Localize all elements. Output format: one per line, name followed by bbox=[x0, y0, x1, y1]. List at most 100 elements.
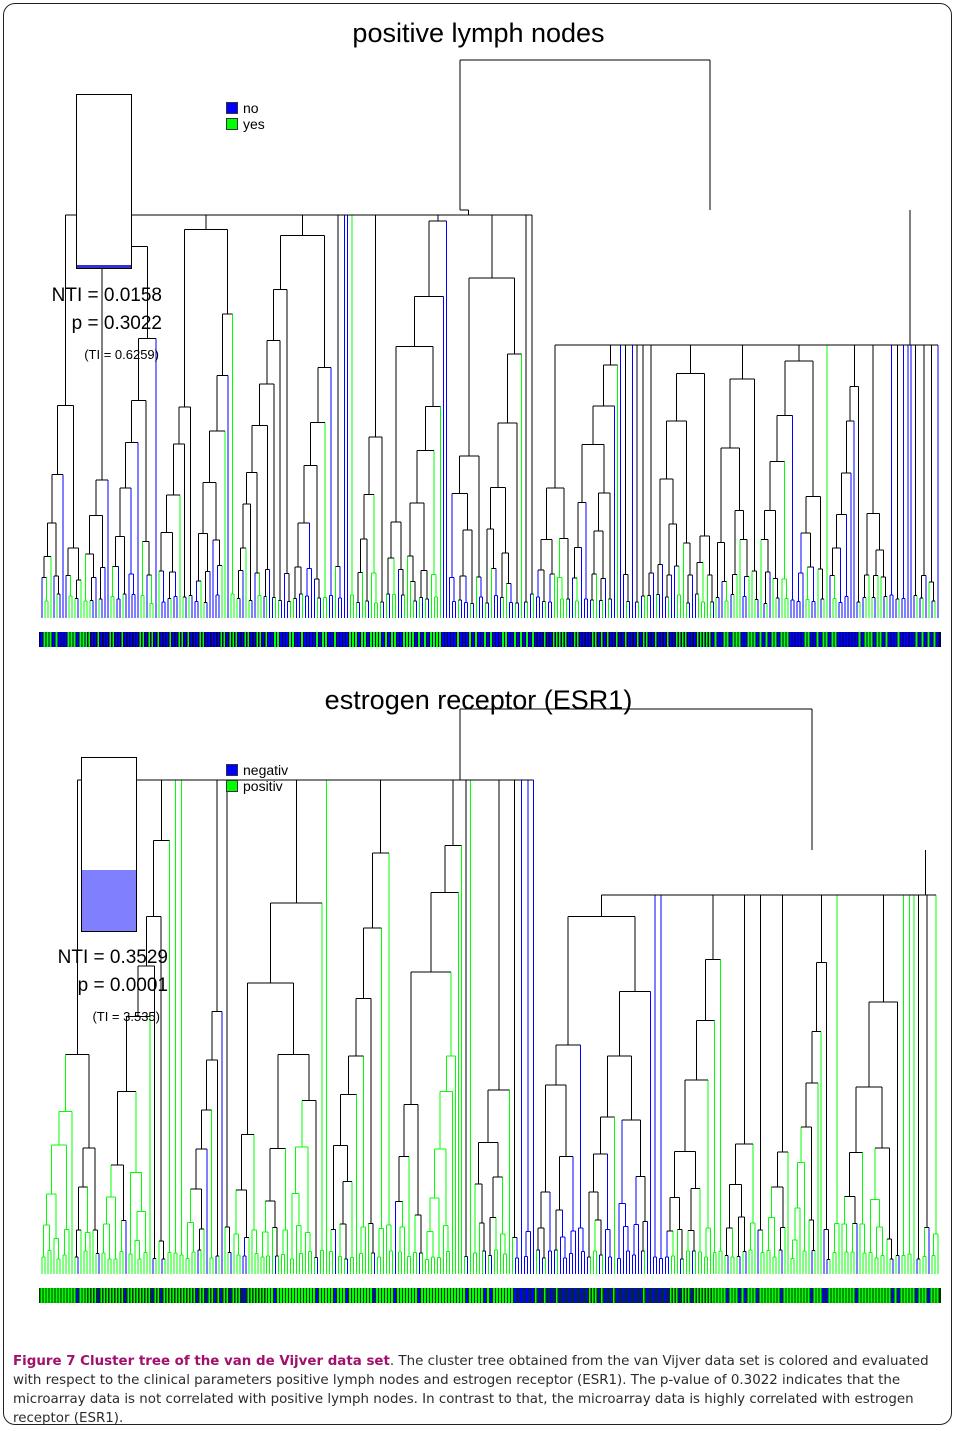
class-strip-cell bbox=[834, 1288, 837, 1303]
class-strip-cell bbox=[118, 632, 121, 647]
class-strip-cell bbox=[741, 1288, 744, 1303]
class-strip-cell bbox=[415, 632, 417, 647]
class-strip-cell bbox=[67, 1288, 70, 1303]
class-strip-cell bbox=[160, 1288, 163, 1303]
class-strip-cell bbox=[373, 632, 375, 647]
class-strip-cell bbox=[540, 632, 543, 647]
nti-bar-fill bbox=[82, 869, 136, 931]
class-strip-cell bbox=[214, 1288, 217, 1303]
class-strip-cell bbox=[780, 1288, 783, 1303]
class-strip-cell bbox=[867, 1288, 870, 1303]
class-strip-cell bbox=[861, 632, 864, 647]
class-strip-cell bbox=[813, 632, 816, 647]
class-strip-cell bbox=[882, 1288, 885, 1303]
class-strip-cell bbox=[900, 632, 903, 647]
class-strip-cell bbox=[445, 1288, 447, 1303]
class-strip-cell bbox=[936, 632, 939, 647]
class-strip-cell bbox=[825, 1288, 828, 1303]
class-strip-cell bbox=[510, 632, 513, 647]
class-strip-cell bbox=[723, 1288, 726, 1303]
class-strip-cell bbox=[828, 632, 831, 647]
class-strip-cell bbox=[645, 632, 648, 647]
class-strip-cell bbox=[741, 632, 744, 647]
class-strip-cell bbox=[636, 1288, 639, 1303]
class-strip-cell bbox=[714, 1288, 717, 1303]
class-strip-cell bbox=[163, 632, 166, 647]
legend-label: no bbox=[243, 100, 259, 116]
class-strip-cell bbox=[274, 1288, 277, 1303]
panel-estrogen-receptor: estrogen receptor (ESR1) negativ positiv… bbox=[0, 685, 957, 1350]
caption-lead: Figure 7 Cluster tree of the van de Vijv… bbox=[13, 1354, 390, 1369]
class-strip-cell bbox=[861, 1288, 864, 1303]
class-strip-cell bbox=[112, 632, 115, 647]
legend: negativ positiv bbox=[226, 762, 288, 794]
class-strip-cell bbox=[226, 1288, 229, 1303]
class-strip-cell bbox=[61, 632, 64, 647]
class-strip-cell bbox=[73, 1288, 76, 1303]
class-strip-cell bbox=[439, 632, 441, 647]
class-strip-cell bbox=[903, 632, 906, 647]
class-strip-cell bbox=[807, 1288, 810, 1303]
class-strip-cell bbox=[433, 1288, 435, 1303]
class-strip-cell bbox=[40, 1288, 43, 1303]
class-strip-cell bbox=[663, 1288, 666, 1303]
class-strip-cell bbox=[142, 632, 145, 647]
class-strip-cell bbox=[412, 632, 414, 647]
class-strip-cell bbox=[693, 632, 696, 647]
stats-block: NTI = 0.0158 p = 0.3022 (TI = 0.6259) bbox=[40, 282, 162, 368]
class-strip-cell bbox=[888, 632, 891, 647]
nti-bar bbox=[81, 757, 137, 932]
class-strip-cell bbox=[181, 1288, 184, 1303]
class-strip-cell bbox=[897, 1288, 900, 1303]
class-strip-cell bbox=[202, 632, 205, 647]
class-strip-cell bbox=[214, 632, 217, 647]
class-strip-cell bbox=[208, 632, 211, 647]
class-strip-cell bbox=[454, 1288, 456, 1303]
class-strip-cell bbox=[262, 632, 265, 647]
class-strip-cell bbox=[367, 1288, 369, 1303]
class-strip-cell bbox=[681, 632, 684, 647]
class-strip-cell bbox=[319, 1288, 321, 1303]
class-strip-cell bbox=[684, 1288, 687, 1303]
class-strip-cell bbox=[232, 1288, 235, 1303]
class-strip-cell bbox=[217, 632, 220, 647]
class-strip-cell bbox=[621, 632, 624, 647]
class-strip-cell bbox=[175, 1288, 178, 1303]
class-strip-cell bbox=[870, 1288, 873, 1303]
ti-value: (TI = 0.6259) bbox=[84, 347, 159, 362]
class-strip-cell bbox=[513, 1288, 516, 1303]
class-strip-cell bbox=[85, 632, 88, 647]
class-strip-cell bbox=[64, 632, 67, 647]
class-strip-cell bbox=[822, 1288, 825, 1303]
class-strip-cell bbox=[612, 1288, 615, 1303]
class-strip-cell bbox=[789, 632, 792, 647]
class-strip-cell bbox=[906, 632, 909, 647]
class-strip-cell bbox=[139, 1288, 142, 1303]
class-strip-cell bbox=[469, 632, 471, 647]
panel-title: estrogen receptor (ESR1) bbox=[324, 685, 633, 715]
class-strip-cell bbox=[600, 632, 603, 647]
class-strip-cell bbox=[229, 632, 232, 647]
class-strip-cell bbox=[148, 632, 151, 647]
class-strip-cell bbox=[597, 632, 600, 647]
class-strip-cell bbox=[498, 632, 501, 647]
class-strip-cell bbox=[325, 632, 327, 647]
class-strip-cell bbox=[280, 1288, 283, 1303]
class-strip-cell bbox=[663, 632, 666, 647]
class-strip-cell bbox=[537, 1288, 540, 1303]
class-strip-cell bbox=[708, 632, 711, 647]
class-strip-cell bbox=[846, 632, 849, 647]
class-strip-cell bbox=[762, 1288, 765, 1303]
class-strip-cell bbox=[133, 632, 136, 647]
class-strip-cell bbox=[909, 1288, 912, 1303]
class-strip-cell bbox=[319, 632, 321, 647]
class-strip-cell bbox=[385, 1288, 387, 1303]
class-strip-cell bbox=[70, 1288, 73, 1303]
class-strip-cell bbox=[49, 1288, 52, 1303]
class-strip-cell bbox=[382, 632, 384, 647]
class-strip-cell bbox=[582, 1288, 585, 1303]
class-strip-cell bbox=[564, 1288, 567, 1303]
nti-value: NTI = 0.3529 bbox=[57, 947, 168, 968]
class-strip-cell bbox=[391, 632, 393, 647]
class-strip-cell bbox=[678, 632, 681, 647]
